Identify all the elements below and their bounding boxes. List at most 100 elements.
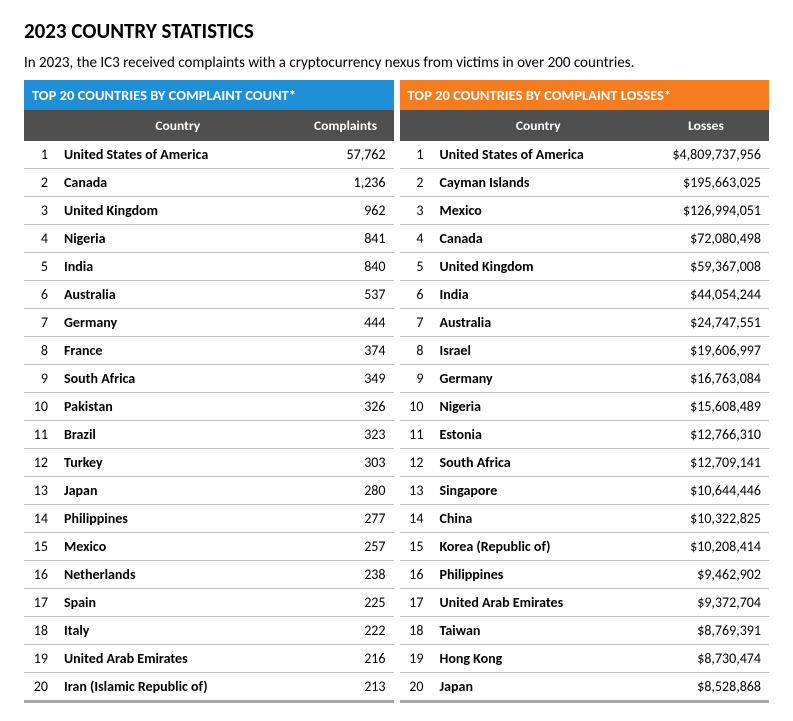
value-cell: 225 <box>298 589 394 617</box>
complaint-losses-table: TOP 20 COUNTRIES BY COMPLAINT LOSSES* Co… <box>400 80 770 703</box>
country-cell: United Arab Emirates <box>434 589 644 617</box>
value-cell: $8,769,391 <box>643 617 769 645</box>
country-cell: Germany <box>434 365 644 393</box>
country-cell: Spain <box>58 589 298 617</box>
page-title: 2023 COUNTRY STATISTICS <box>24 18 769 44</box>
country-cell: Canada <box>434 225 644 253</box>
col-rank-header <box>400 110 434 141</box>
value-cell: 537 <box>298 281 394 309</box>
value-cell: $126,994,051 <box>643 197 769 225</box>
country-cell: Nigeria <box>434 393 644 421</box>
table-row: 19United Arab Emirates216 <box>24 645 394 673</box>
country-cell: Cayman Islands <box>434 169 644 197</box>
value-cell: $15,608,489 <box>643 393 769 421</box>
rank-cell: 10 <box>400 393 434 421</box>
rank-cell: 11 <box>400 421 434 449</box>
table-row: 17United Arab Emirates$9,372,704 <box>400 589 770 617</box>
value-cell: $44,054,244 <box>643 281 769 309</box>
table-row: 11Brazil323 <box>24 421 394 449</box>
table-row: 7Germany444 <box>24 309 394 337</box>
value-cell: 841 <box>298 225 394 253</box>
rank-cell: 13 <box>24 477 58 505</box>
table-row: 3Mexico$126,994,051 <box>400 197 770 225</box>
rank-cell: 6 <box>24 281 58 309</box>
country-cell: United Kingdom <box>434 253 644 281</box>
table-row: 14Philippines277 <box>24 505 394 533</box>
table-row: 15Korea (Republic of)$10,208,414 <box>400 533 770 561</box>
value-cell: 323 <box>298 421 394 449</box>
table-row: 3United Kingdom962 <box>24 197 394 225</box>
country-cell: China <box>434 505 644 533</box>
country-cell: Nigeria <box>58 225 298 253</box>
country-cell: Mexico <box>58 533 298 561</box>
table-row: 4Nigeria841 <box>24 225 394 253</box>
table-row: 16Philippines$9,462,902 <box>400 561 770 589</box>
country-cell: Turkey <box>58 449 298 477</box>
value-cell: $8,528,868 <box>643 673 769 702</box>
col-value-header: Losses <box>643 110 769 141</box>
table-row: 12Turkey303 <box>24 449 394 477</box>
rank-cell: 19 <box>400 645 434 673</box>
value-cell: 1,236 <box>298 169 394 197</box>
country-cell: South Africa <box>434 449 644 477</box>
country-cell: Netherlands <box>58 561 298 589</box>
table-row: 1United States of America57,762 <box>24 141 394 169</box>
complaint-losses-banner: TOP 20 COUNTRIES BY COMPLAINT LOSSES* <box>400 80 770 110</box>
col-country-header: Country <box>58 110 298 141</box>
rank-cell: 5 <box>400 253 434 281</box>
value-cell: $10,208,414 <box>643 533 769 561</box>
country-cell: United Arab Emirates <box>58 645 298 673</box>
rank-cell: 6 <box>400 281 434 309</box>
rank-cell: 17 <box>24 589 58 617</box>
country-cell: Germany <box>58 309 298 337</box>
rank-cell: 1 <box>400 141 434 169</box>
country-cell: Taiwan <box>434 617 644 645</box>
value-cell: $10,644,446 <box>643 477 769 505</box>
value-cell: $8,730,474 <box>643 645 769 673</box>
country-cell: Canada <box>58 169 298 197</box>
country-cell: Hong Kong <box>434 645 644 673</box>
country-cell: Italy <box>58 617 298 645</box>
value-cell: $16,763,084 <box>643 365 769 393</box>
value-cell: 326 <box>298 393 394 421</box>
country-cell: Japan <box>58 477 298 505</box>
rank-cell: 4 <box>400 225 434 253</box>
table-row: 14China$10,322,825 <box>400 505 770 533</box>
table-row: 11Estonia$12,766,310 <box>400 421 770 449</box>
table-row: 9South Africa349 <box>24 365 394 393</box>
rank-cell: 11 <box>24 421 58 449</box>
value-cell: $195,663,025 <box>643 169 769 197</box>
rank-cell: 18 <box>400 617 434 645</box>
value-cell: 222 <box>298 617 394 645</box>
value-cell: 840 <box>298 253 394 281</box>
country-cell: Singapore <box>434 477 644 505</box>
table-row: 20Japan$8,528,868 <box>400 673 770 702</box>
value-cell: $12,709,141 <box>643 449 769 477</box>
table-row: 2Canada1,236 <box>24 169 394 197</box>
country-cell: India <box>58 253 298 281</box>
rank-cell: 7 <box>400 309 434 337</box>
value-cell: $24,747,551 <box>643 309 769 337</box>
table-row: 15Mexico257 <box>24 533 394 561</box>
intro-text: In 2023, the IC3 received complaints wit… <box>24 54 769 72</box>
table-row: 19Hong Kong$8,730,474 <box>400 645 770 673</box>
table-row: 8Israel$19,606,997 <box>400 337 770 365</box>
complaint-count-grid: Country Complaints 1United States of Ame… <box>24 110 394 703</box>
rank-cell: 19 <box>24 645 58 673</box>
col-value-header: Complaints <box>298 110 394 141</box>
country-cell: Estonia <box>434 421 644 449</box>
rank-cell: 20 <box>400 673 434 702</box>
rank-cell: 15 <box>400 533 434 561</box>
table-row: 8France374 <box>24 337 394 365</box>
col-country-header: Country <box>434 110 644 141</box>
rank-cell: 12 <box>24 449 58 477</box>
rank-cell: 18 <box>24 617 58 645</box>
table-row: 1United States of America$4,809,737,956 <box>400 141 770 169</box>
rank-cell: 4 <box>24 225 58 253</box>
rank-cell: 1 <box>24 141 58 169</box>
value-cell: 57,762 <box>298 141 394 169</box>
complaint-losses-grid: Country Losses 1United States of America… <box>400 110 770 703</box>
table-row: 10Pakistan326 <box>24 393 394 421</box>
country-cell: South Africa <box>58 365 298 393</box>
rank-cell: 14 <box>400 505 434 533</box>
